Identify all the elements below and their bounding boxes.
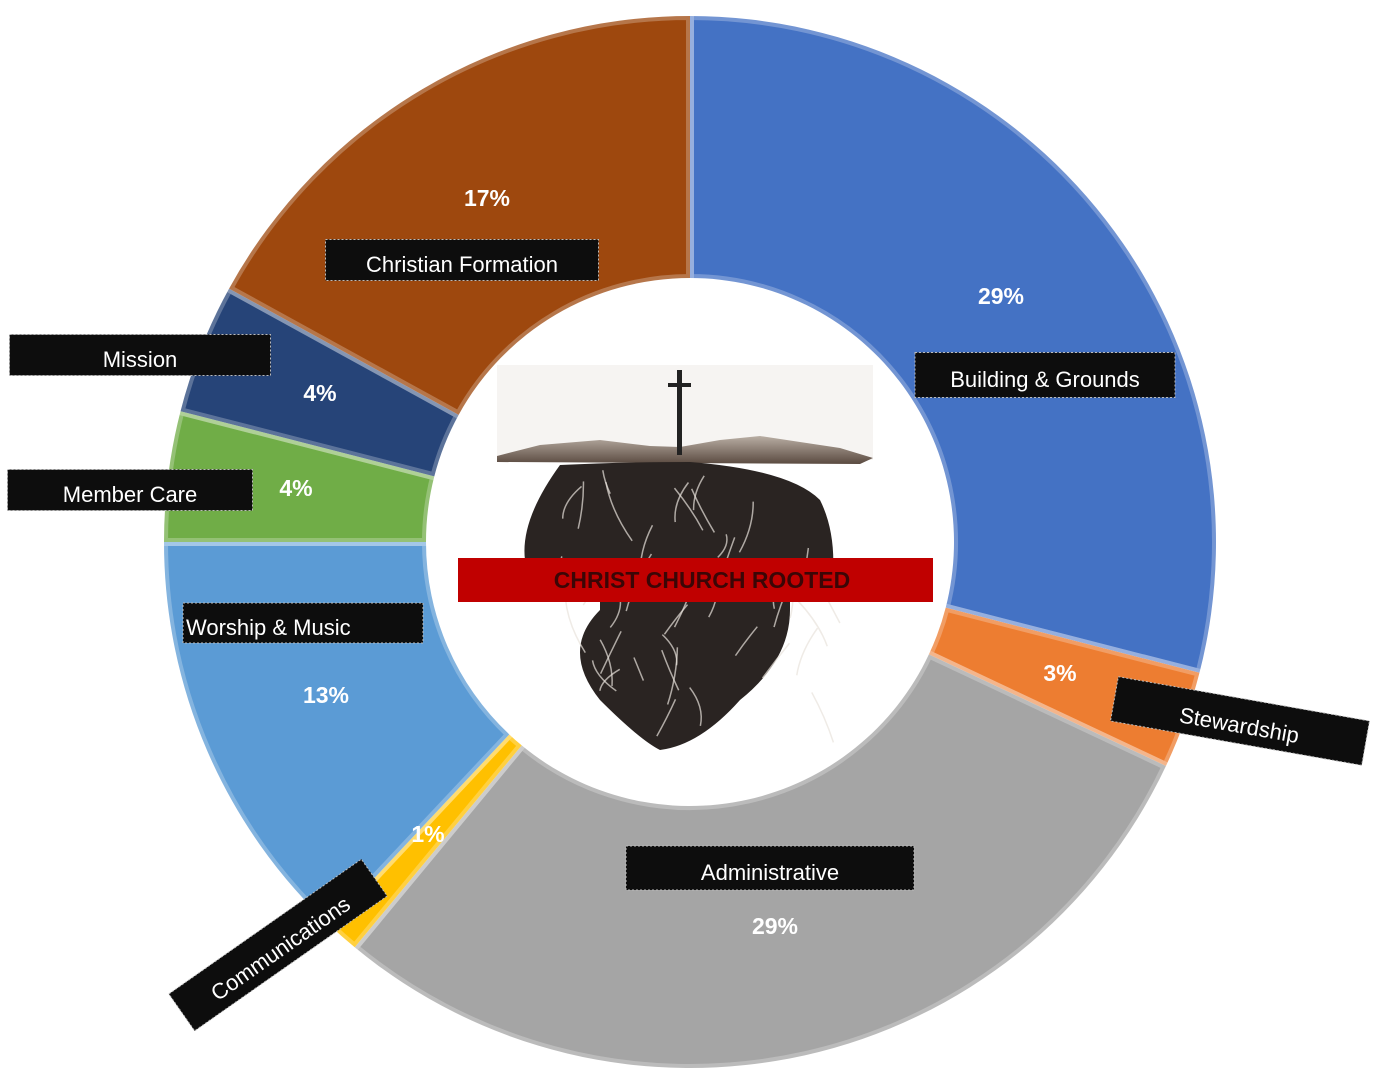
value-label: 3% bbox=[1043, 660, 1076, 686]
logo-cross bbox=[677, 370, 682, 455]
category-label: Christian Formation bbox=[326, 240, 599, 281]
category-text: Member Care bbox=[63, 482, 197, 507]
value-label: 17% bbox=[464, 185, 510, 211]
page: {"chart_data": {"type": "donut", "title"… bbox=[0, 0, 1377, 1069]
category-text: Building & Grounds bbox=[950, 367, 1140, 392]
category-label: Member Care bbox=[8, 470, 253, 511]
category-label: Administrative bbox=[626, 846, 914, 890]
value-label: 4% bbox=[279, 475, 312, 501]
category-text: Mission bbox=[103, 347, 178, 372]
value-label: 4% bbox=[303, 380, 336, 406]
value-label: 29% bbox=[978, 283, 1024, 309]
value-label: 1% bbox=[411, 821, 444, 847]
value-label: 29% bbox=[752, 913, 798, 939]
category-label: Worship & Music bbox=[183, 603, 423, 643]
category-text: Worship & Music bbox=[186, 615, 351, 640]
value-label: 13% bbox=[303, 682, 349, 708]
category-label: Building & Grounds bbox=[915, 353, 1175, 398]
category-text: Christian Formation bbox=[366, 252, 558, 277]
logo-cross bbox=[668, 383, 691, 387]
category-text: Communications bbox=[206, 891, 355, 1005]
category-text: Administrative bbox=[701, 860, 839, 885]
category-label: Mission bbox=[10, 335, 271, 376]
center-title: CHRIST CHURCH ROOTED bbox=[554, 567, 850, 593]
chart: CHRIST CHURCH ROOTED Building & Grounds 2… bbox=[0, 0, 1377, 1069]
